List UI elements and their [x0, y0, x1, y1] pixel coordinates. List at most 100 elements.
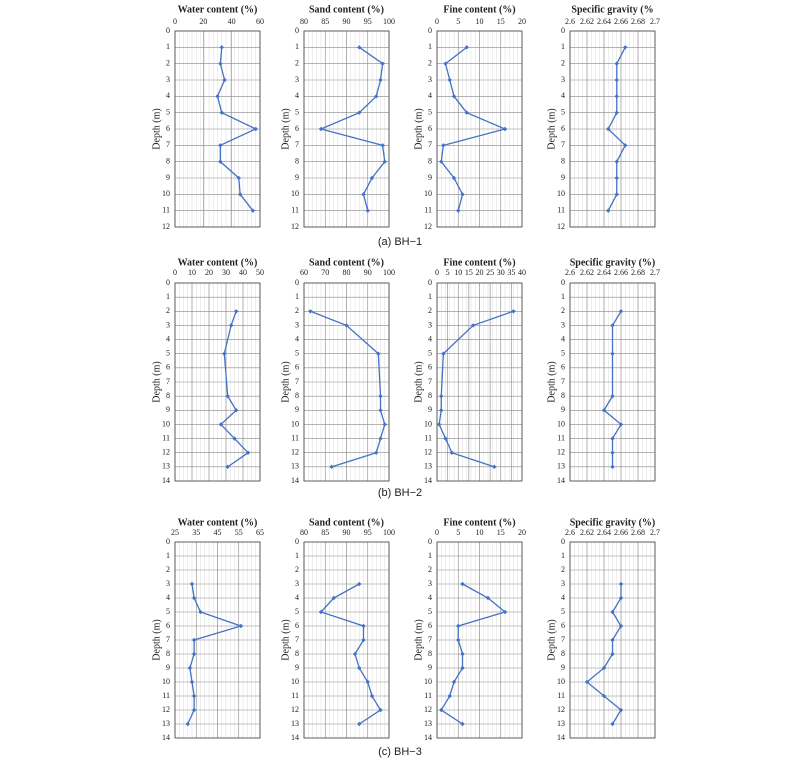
point	[225, 464, 230, 470]
plot-frame	[303, 541, 390, 739]
y-tick-label: 14	[424, 476, 432, 485]
y-tick-label: 5	[295, 349, 299, 358]
y-tick-label: 7	[428, 377, 432, 386]
y-tick-label: 6	[428, 621, 432, 630]
y-axis-label: Depth (m)	[280, 619, 291, 660]
y-tick-label: 8	[561, 156, 565, 165]
x-tick-label: 2.7	[650, 528, 660, 537]
y-tick-label: 3	[166, 579, 170, 588]
x-tick-label: 0	[435, 268, 439, 277]
point	[378, 436, 383, 441]
point	[365, 679, 370, 685]
x-tick-label: 20	[518, 528, 526, 537]
point	[460, 651, 465, 657]
y-tick-label: 12	[291, 448, 299, 457]
y-tick-label: 7	[561, 140, 565, 149]
chart-title: Water content (%)	[178, 517, 258, 528]
point	[357, 581, 362, 587]
point	[378, 393, 383, 399]
point	[380, 61, 385, 66]
y-tick-label: 11	[424, 205, 432, 214]
y-tick-label: 5	[166, 107, 170, 116]
point	[185, 721, 190, 727]
y-axis-label: Depth (m)	[546, 108, 557, 149]
point	[610, 393, 615, 399]
x-tick-label: 100	[383, 268, 395, 277]
point	[502, 609, 508, 615]
y-tick-label: 13	[424, 719, 432, 728]
point	[253, 126, 258, 132]
x-tick-label: 2.68	[631, 528, 645, 537]
y-tick-label: 13	[162, 462, 170, 471]
y-tick-label: 7	[561, 635, 565, 644]
y-tick-label: 8	[295, 649, 299, 658]
point	[623, 45, 628, 50]
y-tick-label: 9	[295, 663, 299, 672]
y-tick-label: 4	[428, 593, 432, 602]
y-tick-label: 0	[561, 278, 565, 287]
y-tick-label: 11	[291, 691, 299, 700]
y-tick-label: 8	[295, 156, 299, 165]
y-tick-label: 9	[428, 173, 432, 182]
y-tick-label: 5	[295, 107, 299, 116]
y-tick-label: 5	[428, 349, 432, 358]
x-tick-label: 5	[456, 528, 460, 537]
y-tick-label: 14	[424, 733, 432, 742]
x-tick-label: 15	[497, 528, 505, 537]
y-tick-label: 7	[166, 140, 170, 149]
point	[191, 637, 197, 643]
point	[374, 94, 379, 99]
y-tick-label: 10	[162, 419, 170, 428]
x-tick-label: 10	[454, 268, 462, 277]
y-tick-label: 5	[295, 607, 299, 616]
y-tick-label: 11	[162, 691, 170, 700]
y-tick-label: 0	[295, 26, 299, 35]
y-tick-label: 11	[291, 205, 299, 214]
y-tick-label: 1	[561, 42, 565, 51]
x-tick-label: 65	[256, 528, 264, 537]
y-tick-label: 1	[295, 292, 299, 301]
point	[234, 309, 239, 314]
x-tick-label: 5	[446, 268, 450, 277]
y-tick-label: 4	[166, 91, 170, 100]
y-tick-label: 13	[291, 719, 299, 728]
y-tick-label: 9	[295, 173, 299, 182]
y-tick-label: 0	[166, 537, 170, 546]
x-tick-label: 2.64	[597, 528, 611, 537]
point	[222, 77, 227, 83]
y-tick-label: 11	[424, 433, 432, 442]
y-tick-label: 7	[561, 377, 565, 386]
caption: (b) BH−2	[378, 487, 422, 499]
y-tick-label: 3	[561, 579, 565, 588]
x-tick-label: 40	[228, 17, 236, 26]
point	[614, 61, 619, 66]
x-tick-label: 2.66	[614, 268, 628, 277]
point	[606, 208, 611, 213]
y-tick-label: 3	[295, 75, 299, 84]
y-tick-label: 1	[561, 551, 565, 560]
x-tick-label: 95	[364, 528, 372, 537]
y-tick-label: 1	[166, 551, 170, 560]
point	[485, 595, 491, 601]
y-tick-label: 8	[428, 156, 432, 165]
x-tick-label: 90	[364, 268, 372, 277]
profile-line	[438, 310, 514, 468]
caption: (a) BH−1	[378, 236, 422, 248]
y-axis-label: Depth (m)	[280, 108, 291, 149]
x-tick-label: 2.6	[565, 17, 575, 26]
y-tick-label: 1	[166, 292, 170, 301]
point	[451, 175, 457, 181]
y-tick-label: 12	[424, 705, 432, 714]
x-tick-label: 90	[343, 528, 351, 537]
point	[451, 94, 457, 99]
chart-title: Specific gravity (%)	[570, 257, 656, 268]
point	[584, 679, 590, 685]
point	[464, 45, 469, 50]
point	[610, 351, 615, 356]
point	[614, 94, 619, 99]
chart-title: Water content (%)	[178, 4, 258, 15]
y-tick-label: 14	[557, 476, 565, 485]
y-tick-label: 4	[561, 334, 565, 343]
y-tick-label: 2	[166, 565, 170, 574]
y-tick-label: 3	[428, 320, 432, 329]
